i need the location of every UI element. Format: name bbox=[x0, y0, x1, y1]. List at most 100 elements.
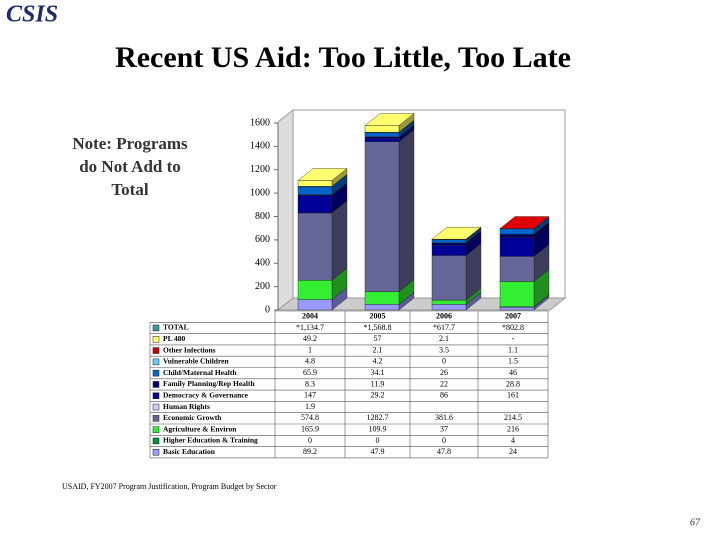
x-tick-label: 2006 bbox=[436, 311, 452, 320]
table-value: 2.1 bbox=[439, 334, 449, 343]
side-wall bbox=[277, 108, 294, 312]
table-value: 26 bbox=[440, 368, 448, 377]
bar-segment bbox=[499, 256, 535, 282]
table-value: 0 bbox=[442, 436, 446, 445]
bar-segment bbox=[297, 212, 333, 281]
bar-segment bbox=[297, 299, 333, 311]
table-value: 0 bbox=[376, 436, 380, 445]
legend-label: Other Infections bbox=[163, 345, 216, 354]
legend-swatch bbox=[152, 403, 160, 411]
table-value: 0 bbox=[442, 357, 446, 366]
bar-top bbox=[364, 113, 415, 126]
table-value: 65.9 bbox=[303, 368, 317, 377]
legend-swatch bbox=[152, 358, 160, 366]
table-value: 4.2 bbox=[373, 357, 383, 366]
table-value: 86 bbox=[440, 391, 448, 400]
bar-side bbox=[398, 129, 415, 292]
bar-segment bbox=[499, 228, 535, 235]
table-value: *1,568.8 bbox=[364, 323, 392, 332]
table-value: 381.6 bbox=[435, 413, 453, 422]
bar-segment bbox=[297, 180, 333, 187]
y-tick-label: 0 bbox=[265, 304, 270, 315]
legend-swatch bbox=[152, 347, 160, 354]
table-value: 49.2 bbox=[303, 334, 317, 343]
table-value: 46 bbox=[509, 368, 517, 377]
table-value: 3.5 bbox=[439, 345, 449, 354]
legend-label: Child/Maternal Health bbox=[163, 368, 237, 377]
table-value: 22 bbox=[440, 379, 448, 388]
table-value: 47.8 bbox=[437, 447, 451, 456]
bar-segment bbox=[364, 141, 400, 292]
legend-label: Vulnerable Children bbox=[163, 357, 229, 366]
bar-segment bbox=[297, 195, 333, 213]
bar-top bbox=[297, 168, 348, 181]
legend-label: Higher Education & Training bbox=[163, 436, 258, 445]
bar-segment bbox=[431, 242, 467, 246]
table-value: *617.7 bbox=[433, 323, 455, 332]
legend-swatch bbox=[152, 381, 160, 388]
slide-title: Recent US Aid: Too Little, Too Late bbox=[115, 41, 571, 74]
bar-segment bbox=[297, 279, 333, 300]
table-value: 0 bbox=[308, 436, 312, 445]
y-tick-label: 1000 bbox=[250, 187, 270, 198]
bar-segment bbox=[499, 281, 535, 307]
bar-segment bbox=[297, 186, 333, 195]
y-tick-label: 1200 bbox=[250, 164, 270, 175]
table-value: 29.2 bbox=[371, 391, 385, 400]
table-value: 28.8 bbox=[506, 379, 520, 388]
legend-label: Family Planning/Rep Health bbox=[163, 379, 256, 388]
table-value: 1.9 bbox=[305, 402, 315, 411]
table-value: 89.2 bbox=[303, 447, 317, 456]
bar-segment bbox=[431, 255, 467, 301]
x-tick-label: 2005 bbox=[370, 311, 386, 320]
table-value: 24 bbox=[509, 447, 517, 456]
table-value: *1,134.7 bbox=[296, 323, 324, 332]
table-value: 34.1 bbox=[371, 368, 385, 377]
y-tick-label: 400 bbox=[255, 258, 270, 269]
table-value: *802.8 bbox=[502, 323, 524, 332]
bar-segment bbox=[431, 239, 467, 244]
bar-segment bbox=[499, 306, 535, 311]
legend-swatch bbox=[152, 336, 160, 343]
legend-swatch bbox=[152, 449, 160, 456]
bar-segment bbox=[431, 304, 467, 311]
legend-swatch bbox=[152, 437, 160, 445]
table-value: 8.3 bbox=[305, 379, 315, 388]
table-value: 1 bbox=[308, 345, 312, 354]
table-value: 4 bbox=[511, 436, 515, 445]
legend-swatch bbox=[152, 324, 160, 332]
legend-label: Democracy & Governance bbox=[163, 390, 249, 399]
bar-segment bbox=[499, 237, 535, 257]
table-value: 11.9 bbox=[371, 379, 385, 388]
source: USAID, FY2007 Program Justification, Pro… bbox=[62, 482, 277, 491]
legend-label: Human Rights bbox=[163, 402, 210, 411]
logo: CSIS bbox=[6, 2, 58, 28]
bar-segment bbox=[431, 245, 467, 256]
y-tick-label: 200 bbox=[255, 281, 270, 292]
table-value: 165.9 bbox=[301, 424, 319, 433]
bar-side bbox=[331, 200, 348, 281]
table-value: 1.5 bbox=[508, 357, 518, 366]
y-tick-label: 1600 bbox=[250, 117, 270, 128]
legend-label: Basic Education bbox=[163, 447, 216, 456]
bar-segment bbox=[364, 125, 400, 133]
bar-segment bbox=[364, 291, 400, 305]
bar-top bbox=[431, 226, 482, 240]
note: Note: Programs do Not Add to Total bbox=[72, 134, 188, 199]
x-tick-label: 2004 bbox=[302, 311, 318, 320]
table-value: 1.1 bbox=[508, 345, 518, 354]
legend-label: TOTAL bbox=[163, 323, 189, 332]
table-value: 216 bbox=[507, 424, 519, 433]
table-value: 2.1 bbox=[373, 345, 383, 354]
bar-segment bbox=[431, 299, 467, 305]
legend-swatch bbox=[152, 415, 160, 422]
table-value: 161 bbox=[507, 391, 519, 400]
bar-segment bbox=[364, 132, 400, 138]
x-tick-label: 2007 bbox=[505, 311, 521, 320]
legend-swatch bbox=[152, 392, 160, 399]
table-value: - bbox=[512, 334, 515, 343]
bar-top bbox=[499, 216, 550, 229]
table-value: 4.8 bbox=[305, 357, 315, 366]
table-value: 1282.7 bbox=[367, 413, 389, 422]
